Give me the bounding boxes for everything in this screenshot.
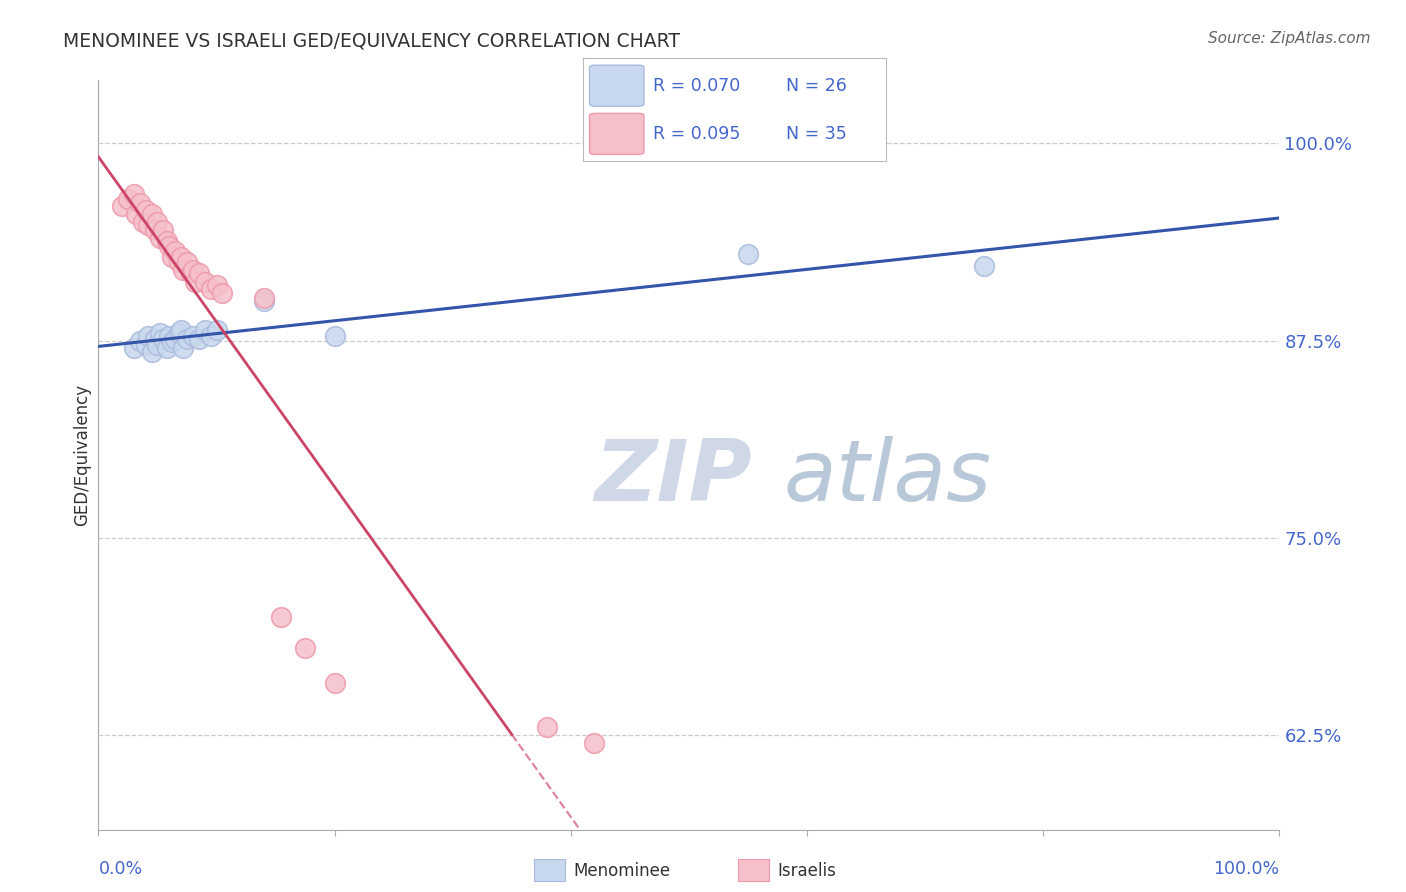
Point [194,322,217,336]
Point [136,328,159,343]
Text: ZIP: ZIP [595,436,752,519]
Point [211,286,233,301]
Point [135,202,157,217]
Text: Source: ZipAtlas.com: Source: ZipAtlas.com [1208,31,1371,46]
Text: 0.0%: 0.0% [98,860,142,878]
Point [132,215,155,229]
Point [205,322,228,336]
Point [323,328,346,343]
Point [583,736,606,750]
Point [172,342,194,356]
Point [117,192,139,206]
Text: N = 35: N = 35 [786,125,846,143]
Point [156,342,179,356]
Point [141,344,163,359]
Point [136,219,159,233]
Point [128,334,150,348]
Point [149,231,172,245]
Point [167,254,190,268]
Point [149,326,172,340]
Point [253,291,276,305]
Point [167,326,190,340]
Point [194,275,217,289]
Text: MENOMINEE VS ISRAELI GED/EQUIVALENCY CORRELATION CHART: MENOMINEE VS ISRAELI GED/EQUIVALENCY COR… [63,31,681,50]
Point [176,254,198,268]
Point [157,239,180,253]
Point [152,223,174,237]
Point [143,332,166,346]
Point [973,260,995,274]
Point [146,215,169,229]
Point [187,332,209,346]
Point [180,266,202,280]
Point [128,196,150,211]
Point [160,250,183,264]
Point [176,332,198,346]
Text: 100.0%: 100.0% [1213,860,1279,878]
Point [270,609,292,624]
Point [323,676,346,690]
Point [253,294,276,309]
Point [737,247,759,261]
Text: N = 26: N = 26 [786,77,846,95]
Text: R = 0.095: R = 0.095 [652,125,741,143]
FancyBboxPatch shape [589,65,644,106]
Point [170,250,193,264]
Point [146,338,169,352]
Point [205,278,228,293]
Point [170,322,193,336]
Point [122,342,145,356]
Point [122,186,145,201]
Point [125,207,148,221]
Point [160,335,183,350]
Point [294,641,316,656]
Text: atlas: atlas [783,436,991,519]
FancyBboxPatch shape [589,113,644,154]
Point [184,275,207,289]
Point [111,199,134,213]
Point [156,234,179,248]
Text: R = 0.070: R = 0.070 [652,77,741,95]
Point [143,223,166,237]
Point [200,281,222,295]
Point [187,266,209,280]
Point [135,338,157,352]
Text: Israelis: Israelis [778,862,837,880]
Y-axis label: GED/Equivalency: GED/Equivalency [73,384,91,526]
Point [172,262,194,277]
Point [181,328,204,343]
Point [141,207,163,221]
Point [152,332,174,346]
Point [165,332,187,346]
Point [181,262,204,277]
Point [157,328,180,343]
Text: Menominee: Menominee [574,862,671,880]
Point [165,244,187,258]
Point [536,720,558,734]
Point [200,328,222,343]
